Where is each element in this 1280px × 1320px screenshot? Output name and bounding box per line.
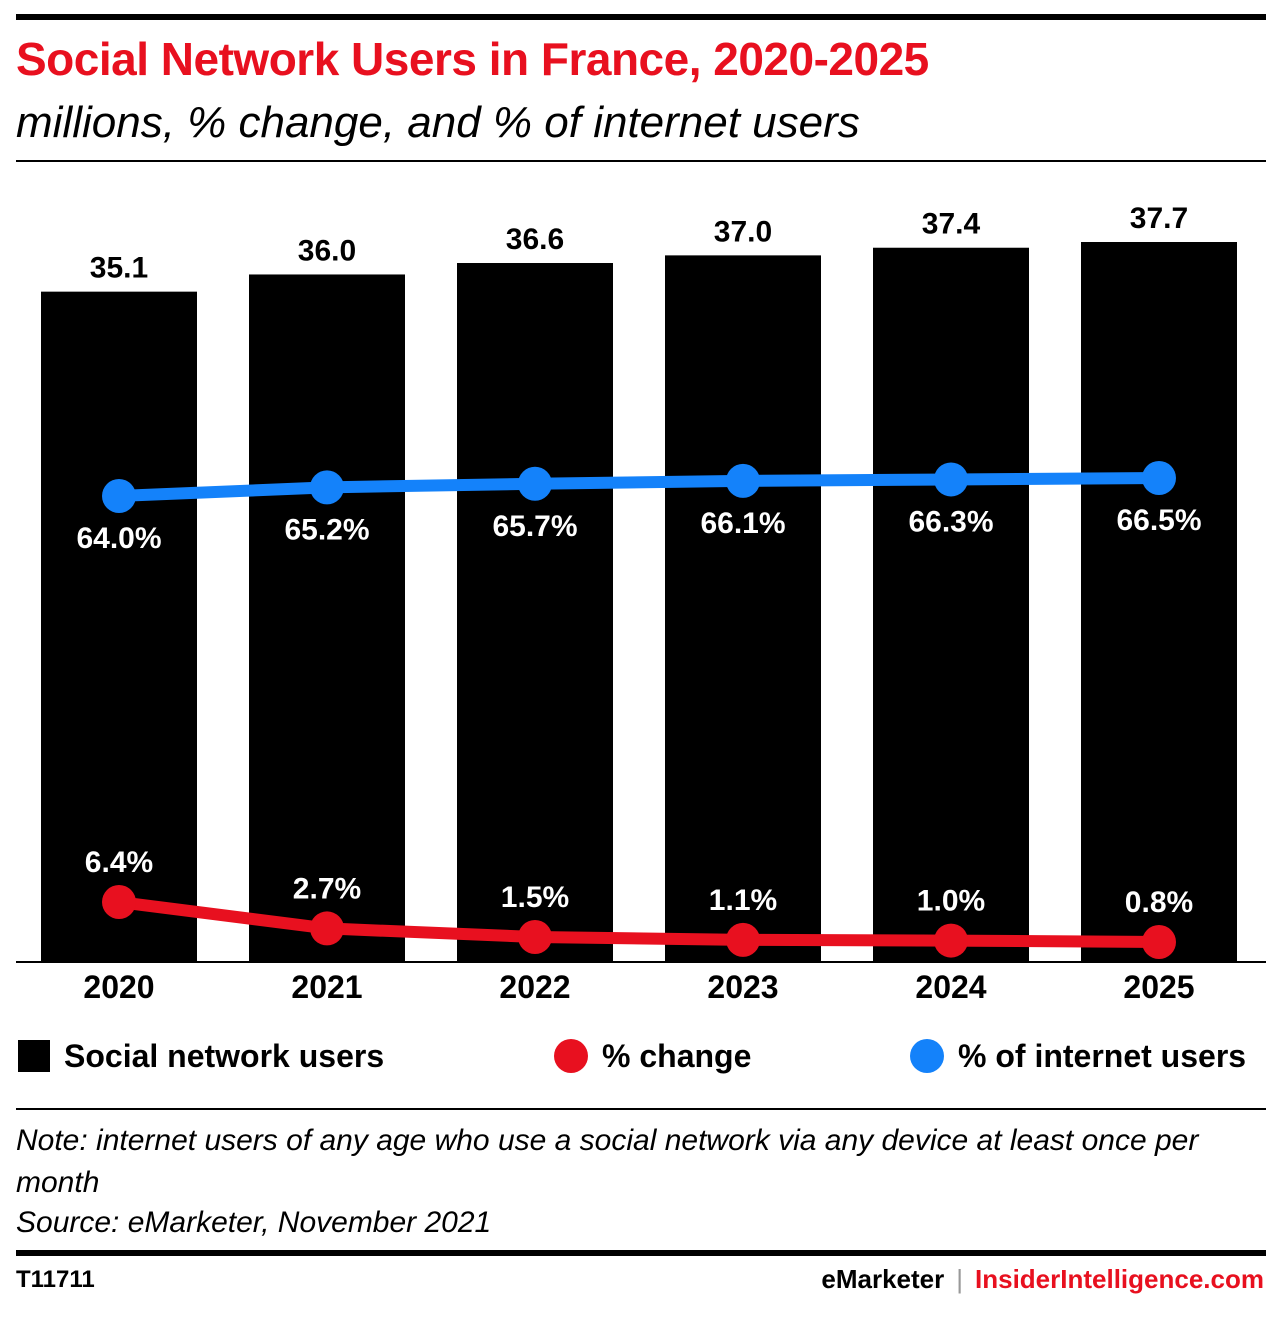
- chart-title: Social Network Users in France, 2020-202…: [16, 33, 929, 85]
- percent-change-point-2024: [934, 923, 968, 958]
- x-tick-2020: 2020: [83, 969, 154, 1005]
- percent-change-label: 1.1%: [709, 884, 777, 917]
- percent-change-label: 2.7%: [293, 872, 361, 905]
- bar-value-label: 37.0: [714, 215, 772, 248]
- internet-users-point-2024: [934, 462, 968, 497]
- bar-2025: [1081, 242, 1237, 962]
- chart-note: Note: internet users of any age who use …: [16, 1124, 1199, 1199]
- internet-users-label: 64.0%: [76, 522, 161, 555]
- legend-swatch-red-dot: [554, 1039, 588, 1073]
- internet-users-line: [113, 472, 1165, 502]
- x-tick-2024: 2024: [915, 969, 986, 1005]
- legend-label: % change: [602, 1037, 752, 1074]
- percent-change-label: 6.4%: [85, 846, 153, 879]
- brand-emarketer[interactable]: eMarketer: [821, 1264, 945, 1294]
- x-tick-2022: 2022: [499, 969, 570, 1005]
- brand-insider-intelligence[interactable]: InsiderIntelligence.com: [975, 1264, 1264, 1294]
- internet-users-point-2020: [102, 479, 136, 513]
- bar-2020: [41, 291, 197, 963]
- bar-2021: [249, 274, 405, 962]
- header-divider: [16, 160, 1266, 162]
- internet-users-label: 65.2%: [284, 513, 369, 546]
- lines-layer: [102, 461, 1176, 959]
- internet-users-label: 66.5%: [1116, 504, 1201, 537]
- x-tick-2025: 2025: [1123, 969, 1194, 1005]
- internet-users-label: 65.7%: [492, 510, 577, 543]
- footer-brands: eMarketer | InsiderIntelligence.com: [821, 1264, 1264, 1295]
- internet-users-point-2022: [518, 466, 552, 501]
- bar-value-label: 35.1: [90, 252, 148, 285]
- legend-item-percent-change: % change: [554, 1034, 751, 1078]
- legend-item-percent-internet-users: % of internet users: [910, 1034, 1246, 1078]
- legend-swatch-bar: [18, 1040, 50, 1072]
- top-rule: [16, 14, 1266, 20]
- bar-2023: [665, 255, 821, 962]
- percent-change-point-2023: [726, 922, 760, 957]
- bar-value-label: 36.6: [506, 223, 564, 256]
- legend-item-social-network-users: Social network users: [18, 1034, 384, 1078]
- percent-change-line: [113, 896, 1165, 948]
- percent-change-point-2021: [310, 911, 344, 946]
- legend-label: Social network users: [64, 1037, 385, 1074]
- bars-layer: [41, 242, 1237, 963]
- bar-2022: [457, 263, 613, 963]
- legend-swatch-blue-dot: [910, 1039, 944, 1073]
- percent-change-label: 1.0%: [917, 885, 985, 918]
- bar-2024: [873, 247, 1029, 963]
- x-tick-2021: 2021: [291, 969, 362, 1005]
- chart-id: T11711: [16, 1266, 95, 1293]
- legend-label: % of internet users: [958, 1037, 1247, 1074]
- percent-change-point-2020: [102, 885, 136, 919]
- labels-layer: 35.1 36.0 36.6 37.0 37.4 37.7 64.0% 65.2% 65.7% 6…: [76, 202, 1201, 919]
- bar-value-label: 37.4: [922, 208, 981, 241]
- x-tick-labels: 2020 2021 2022 2023 2024 2025: [83, 969, 1194, 1005]
- chart-subtitle: millions, % change, and % of internet us…: [16, 98, 860, 147]
- footer-divider: [16, 1108, 1266, 1110]
- internet-users-label: 66.1%: [700, 507, 785, 540]
- internet-users-point-2023: [726, 463, 760, 498]
- x-tick-2023: 2023: [707, 969, 778, 1005]
- percent-change-label: 0.8%: [1125, 886, 1193, 919]
- internet-users-point-2021: [310, 470, 344, 505]
- internet-users-point-2025: [1142, 461, 1176, 495]
- percent-change-point-2022: [518, 920, 552, 954]
- bar-value-label: 37.7: [1130, 202, 1188, 235]
- bottom-rule: [16, 1250, 1266, 1256]
- percent-change-point-2025: [1142, 925, 1176, 959]
- percent-change-label: 1.5%: [501, 881, 569, 914]
- internet-users-label: 66.3%: [908, 505, 993, 538]
- chart-source: Source: eMarketer, November 2021: [16, 1206, 492, 1239]
- chart-area: 35.1 36.0 36.6 37.0 37.4 37.7 64.0% 65.2% 65.7% 6…: [16, 202, 1266, 1005]
- brand-separator: |: [956, 1264, 964, 1294]
- bar-value-label: 36.0: [298, 234, 356, 267]
